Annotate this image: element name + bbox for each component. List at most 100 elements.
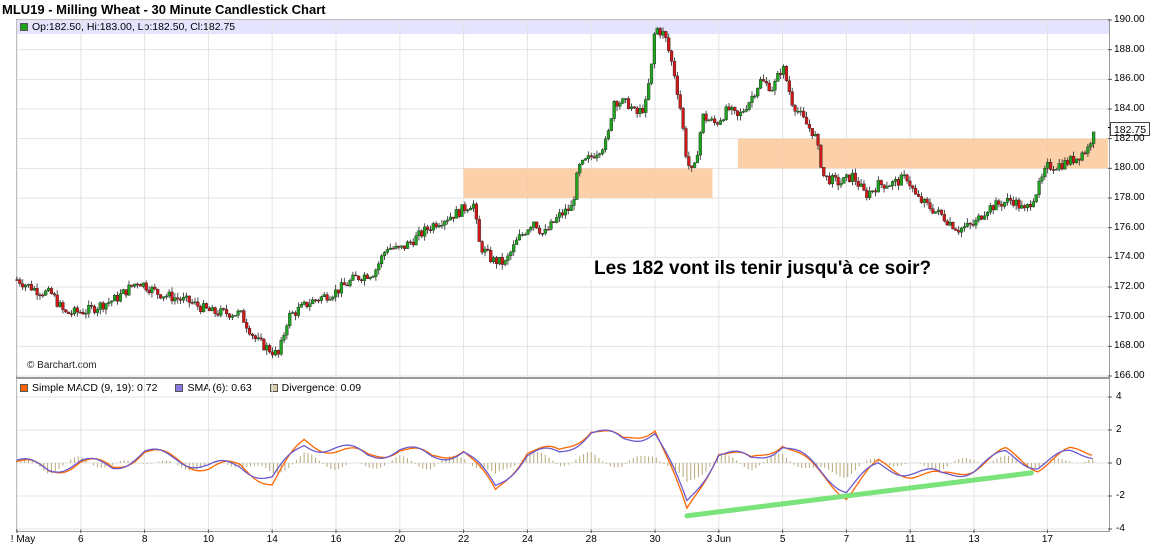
candle-up	[730, 106, 734, 111]
candle-up	[624, 98, 628, 100]
candle-down	[764, 80, 768, 84]
candle-up	[885, 186, 889, 189]
x-tick-label: 22	[458, 534, 470, 545]
candle-up	[899, 174, 903, 186]
candle-up	[876, 180, 880, 193]
candle-down	[1011, 200, 1015, 206]
candle-up	[661, 31, 665, 36]
candle-up	[1069, 155, 1073, 165]
candle-down	[101, 302, 105, 310]
candle-up	[982, 215, 987, 220]
candle-up	[1014, 199, 1018, 206]
x-tick-label: 10	[202, 534, 214, 545]
candle-up	[351, 274, 355, 281]
candle-down	[41, 294, 45, 297]
candle-down	[787, 80, 791, 92]
candle-down	[865, 189, 869, 198]
x-tick-label: 7	[843, 534, 850, 545]
candle-up	[98, 302, 102, 310]
candle-down	[632, 106, 636, 109]
candle-down	[592, 156, 596, 159]
price-y-tick-label: 170.00	[1114, 310, 1145, 322]
candle-up	[469, 208, 473, 211]
candle-up	[514, 239, 519, 245]
candle-up	[1005, 198, 1010, 203]
candle-down	[115, 295, 120, 302]
candle-up	[520, 234, 524, 236]
candle-up	[710, 118, 714, 121]
candle-down	[931, 208, 935, 214]
candle-up	[893, 179, 898, 182]
macd-y-tick-label: 2	[1116, 424, 1122, 435]
candle-down	[486, 248, 490, 251]
candle-down	[635, 107, 639, 114]
candle-down	[250, 333, 255, 336]
candle-up	[868, 190, 872, 198]
x-tick-label: 30	[649, 534, 661, 545]
x-tick-label: 17	[1041, 534, 1053, 545]
candle-up	[549, 221, 553, 230]
candle-up	[744, 109, 748, 112]
candle-up	[339, 282, 344, 294]
candle-up	[994, 200, 998, 211]
candle-down	[819, 144, 823, 168]
candle-up	[348, 280, 352, 286]
x-tick-label: 11	[905, 534, 916, 545]
candle-up	[509, 251, 513, 257]
x-tick-label: 16	[330, 534, 342, 545]
macd-y-tick-label: 4	[1116, 391, 1122, 402]
candle-down	[896, 179, 901, 186]
candle-down	[222, 308, 226, 310]
annotation-text: Les 182 vont ils tenir jusqu'à ce soir?	[588, 258, 938, 280]
candle-up	[446, 219, 450, 222]
ohlc-legend: Op:182.50, Hi:183.00, Lo:182.50, Cl:182.…	[20, 21, 235, 33]
candle-down	[411, 241, 415, 246]
candle-up	[756, 87, 760, 97]
candle-down	[911, 185, 915, 189]
x-tick-label: 6	[78, 534, 84, 545]
candle-down	[489, 250, 493, 263]
candle-up	[368, 276, 372, 279]
candle-up	[1046, 162, 1050, 169]
candle-down	[991, 205, 995, 211]
candle-up	[773, 81, 777, 91]
candle-up	[965, 222, 969, 227]
candle-down	[1077, 158, 1081, 161]
candle-down	[61, 302, 65, 310]
candle-down	[916, 194, 921, 197]
candle-down	[49, 288, 54, 294]
candle-up	[747, 102, 751, 110]
candle-up	[830, 175, 834, 185]
candle-up	[503, 260, 507, 265]
macd-y-tick-label: -2	[1116, 490, 1125, 501]
candle-down	[810, 128, 814, 137]
candle-down	[69, 313, 74, 315]
candle-up	[374, 269, 378, 277]
candle-down	[480, 241, 484, 253]
support-zone	[737, 138, 1108, 169]
candle-up	[647, 83, 651, 100]
candle-down	[678, 94, 682, 109]
candle-down	[144, 282, 148, 291]
candle-up	[256, 337, 260, 340]
candle-down	[35, 288, 39, 296]
candle-up	[230, 315, 234, 318]
candle-down	[807, 124, 812, 129]
candle-up	[32, 288, 36, 291]
candle-up	[133, 283, 137, 287]
candle-down	[971, 224, 975, 226]
candle-down	[836, 176, 840, 186]
candle-up	[150, 286, 154, 294]
candle-down	[793, 105, 797, 112]
candle-down	[664, 31, 668, 38]
candle-down	[342, 282, 346, 286]
candle-up	[1092, 131, 1096, 144]
candle-up	[265, 345, 269, 351]
candle-down	[21, 283, 25, 288]
candle-down	[1017, 199, 1021, 209]
candle-down	[905, 174, 909, 182]
x-tick-label: 13	[968, 534, 980, 545]
candle-down	[55, 294, 59, 307]
candle-up	[609, 118, 613, 131]
candle-down	[1023, 205, 1027, 209]
